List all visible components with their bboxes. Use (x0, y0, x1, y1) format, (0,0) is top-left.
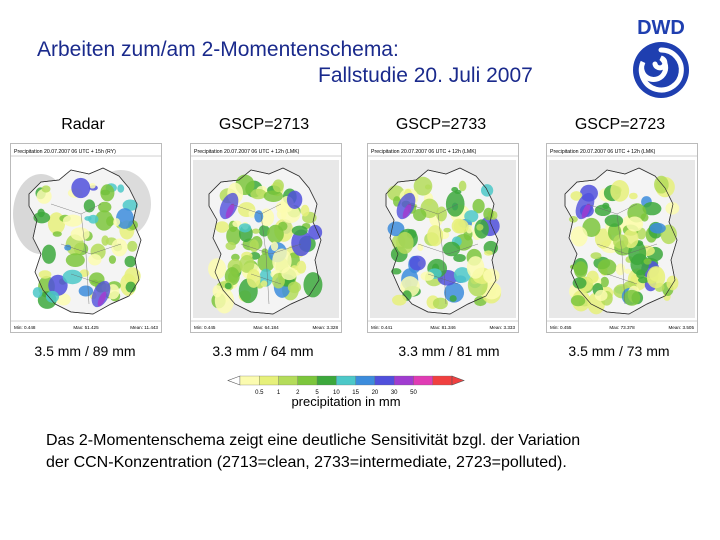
panel-label-radar: Radar (61, 116, 105, 133)
colorbar-tick-label: 50 (410, 390, 417, 396)
panel-footer-max: Max: 73.378 (609, 325, 635, 330)
map-panel-2713: Precipitation 20.07.2007 06 UTC + 12h (L… (190, 143, 342, 333)
panel-header: Precipitation 20.07.2007 06 UTC + 12h (L… (194, 149, 300, 155)
colorbar-label: precipitation in mm (291, 394, 401, 409)
colorbar-swatch (432, 375, 453, 386)
colorbar-swatch (413, 375, 433, 386)
colorbar-swatch (355, 375, 376, 386)
panel-footer-mean: Mean: 11.443 (130, 325, 158, 330)
map-panel-2723: Precipitation 20.07.2007 06 UTC + 12h (L… (546, 143, 698, 333)
dwd-logo-icon: DWD (633, 17, 689, 98)
panel-footer-min: Min: 0.448 (14, 325, 36, 330)
panel-label-2733: GSCP=2733 (395, 116, 487, 133)
colorbar-tick-label: 10 (333, 390, 340, 396)
map-panel-radar: Precipitation 20.07.2007 06 UTC + 15h (R… (10, 143, 162, 333)
colorbar-tick-label: 30 (391, 390, 398, 396)
colorbar-swatch (336, 375, 356, 386)
colorbar-arrow-high (451, 375, 465, 386)
panel-label-2713: GSCP=2713 (218, 116, 310, 133)
dwd-logo-text: DWD (637, 17, 685, 39)
panel-footer-mean: Mean: 3.333 (489, 325, 515, 330)
panel-label-2723: GSCP=2723 (574, 116, 666, 133)
panel-footer-max: Max: 64.184 (253, 325, 279, 330)
colorbar-swatch (374, 375, 395, 386)
colorbar-swatch (259, 375, 279, 386)
colorbar-swatch (239, 375, 260, 386)
caption-line2: der CCN-Konzentration (2713=clean, 2733=… (46, 454, 567, 471)
colorbar-swatch (394, 375, 414, 386)
colorbar-tick-label: 1 (277, 390, 281, 396)
panel-footer-min: Min: 0.455 (550, 325, 572, 330)
stat-radar: 3.5 mm / 89 mm (34, 343, 136, 359)
map-panel-2733: Precipitation 20.07.2007 06 UTC + 12h (L… (367, 143, 519, 333)
precipitation-colorbar: 0.5 1 2 5 10 15 20 30 50 (227, 375, 465, 396)
colorbar-tick-label: 15 (352, 390, 359, 396)
stat-2713: 3.3 mm / 64 mm (212, 343, 314, 359)
caption: Das 2-Momentenschema zeigt eine deutlich… (46, 430, 686, 474)
slide-title-line1: Arbeiten zum/am 2-Momentenschema: (37, 38, 399, 61)
colorbar-tick-label: 2 (296, 390, 300, 396)
colorbar-swatch (316, 375, 337, 386)
panel-footer-min: Min: 0.445 (194, 325, 216, 330)
colorbar-arrow-low (227, 375, 241, 386)
colorbar-swatch (297, 375, 318, 386)
panel-footer-mean: Mean: 3.505 (668, 325, 694, 330)
stat-2733: 3.3 mm / 81 mm (398, 343, 500, 359)
caption-line1: Das 2-Momentenschema zeigt eine deutlich… (46, 432, 581, 449)
panel-header: Precipitation 20.07.2007 06 UTC + 12h (L… (550, 149, 656, 155)
panel-header: Precipitation 20.07.2007 06 UTC + 15h (R… (14, 149, 116, 155)
slide-title-line2: Fallstudie 20. Juli 2007 (318, 64, 533, 87)
panel-footer-max: Max: 81.346 (430, 325, 456, 330)
panel-footer-min: Min: 0.441 (371, 325, 393, 330)
stat-2723: 3.5 mm / 73 mm (568, 343, 670, 359)
colorbar-tick-label: 5 (315, 390, 319, 396)
panel-footer-max: Max: 51.425 (73, 325, 99, 330)
colorbar-tick-label: 0.5 (255, 390, 264, 396)
colorbar-swatch (278, 375, 298, 386)
panel-header: Precipitation 20.07.2007 06 UTC + 12h (L… (371, 149, 477, 155)
colorbar-tick-label: 20 (372, 390, 379, 396)
panel-footer-mean: Mean: 3.328 (312, 325, 338, 330)
